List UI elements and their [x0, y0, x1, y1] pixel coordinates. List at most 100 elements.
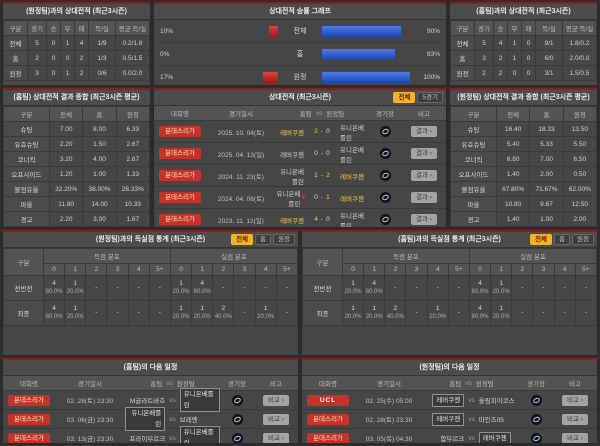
result-button[interactable]: 결과 — [411, 192, 437, 203]
summary-away-table: 구분 전체 홈 원정 슈팅 16.40 18.33 13.50 — [450, 106, 597, 227]
col-stadium: 경기장 — [527, 381, 545, 388]
panel-summary-home: (홈팀) 상대전적 결과 종합 (최근3시즌 평균) 구분 전체 홈 원정 슈팅… — [2, 88, 151, 228]
table-row: 슈팅 7.00 8.00 6.33 — [3, 121, 150, 137]
league-badge: UCL — [307, 394, 349, 406]
stat-cell: 1.00 — [82, 166, 117, 182]
stadium-icon[interactable] — [379, 148, 391, 159]
away-winrate-value: 83% — [426, 50, 440, 58]
filter-away-button[interactable]: 원정 — [273, 234, 295, 245]
stat-cell: 0.00 — [562, 226, 597, 227]
filter-all-button[interactable]: 전체 — [530, 234, 553, 245]
stat-cell: 0 — [521, 50, 536, 66]
stat-cell: 0.0/2.0 — [115, 65, 150, 81]
result-button[interactable]: 결과 — [411, 148, 437, 159]
stat-cell: 0.50 — [562, 166, 597, 182]
league-cell: UCL — [302, 394, 354, 406]
filter-away-button[interactable]: 원정 — [572, 234, 594, 245]
stadium-icon[interactable] — [530, 432, 542, 443]
match-date: 2023. 11. 12(일) — [218, 217, 264, 225]
stat-cell: 2 — [27, 50, 47, 66]
stadium-icon[interactable] — [231, 394, 243, 406]
compare-button[interactable]: 비교 — [263, 413, 289, 425]
compare-button[interactable]: 비교 — [562, 394, 588, 406]
dist-cell: - — [511, 300, 534, 326]
col-date: 경기일시 — [377, 381, 401, 388]
dist-cell: 1 20.0% — [64, 300, 87, 326]
filter-home-button[interactable]: 홈 — [255, 234, 272, 245]
stat-cell: 67.80% — [495, 181, 531, 197]
away-team-name: 유니온베를린 — [340, 124, 364, 142]
col-matchup: 홈팀 vs 원정팀 — [276, 108, 368, 119]
match-date: 03. 13(금) 23:30 — [66, 436, 114, 443]
row-label: 코너킥 — [3, 151, 50, 167]
dist-cell: - — [106, 275, 129, 301]
stadium-icon[interactable] — [530, 413, 542, 425]
compare-button[interactable]: 비교 — [562, 432, 588, 443]
league-badge: 분데스리가 — [307, 413, 349, 425]
bin-header: 5+ — [148, 263, 171, 276]
vs-label: vs — [169, 434, 176, 442]
compare-button[interactable]: 비교 — [562, 413, 588, 425]
bin-header: 0 — [42, 263, 66, 276]
match-date: 02. 28(토) 23:30 — [66, 398, 114, 405]
bin-header: 2 — [85, 263, 108, 276]
col-header: 승 — [46, 20, 61, 36]
match-row: 분데스리가 2025. 04. 13(일) 레버쿠젠 0 - 0 유니온베를린 — [154, 143, 446, 165]
home-score: 1 — [314, 172, 318, 179]
stadium-icon[interactable] — [379, 214, 391, 225]
row-label: 전반전 — [3, 275, 44, 301]
compare-button[interactable]: 비교 — [263, 432, 289, 443]
vs-label: vs — [315, 109, 323, 117]
stat-cell: 1.00 — [82, 226, 117, 227]
stadium-icon[interactable] — [231, 413, 243, 425]
stat-cell: 1.67 — [115, 211, 150, 227]
stat-cell: 0.5/1.5 — [115, 50, 150, 66]
dist-cell: - — [574, 300, 597, 326]
dist-cell: - — [384, 275, 407, 301]
col-note: 비고 — [270, 381, 282, 388]
panel-title-goals-home: (원정팀)과의 득실점 통계 (최근3시즌) 전체 홈 원정 — [3, 232, 298, 248]
home-score: 0 — [314, 150, 318, 157]
home-team-name: 레버쿠젠 — [280, 129, 304, 137]
col-header: 패 — [74, 20, 89, 36]
table-row: 퇴장 0.40 1.00 0.00 — [3, 226, 150, 227]
row-label: 오프사이드 — [3, 166, 50, 182]
bin-header: 4 — [553, 263, 576, 276]
dist-cell: 1 20.0% — [64, 275, 87, 301]
result-button[interactable]: 결과 — [411, 170, 437, 181]
row-label: 코너킥 — [450, 151, 497, 167]
table-row: 원정 3 0 1 2 0/6 0.0/2.0 — [3, 65, 150, 81]
match-date: 2024. 11. 23(토) — [218, 173, 264, 181]
h2h-list-title: 상대전적 (최근3시즌) — [268, 94, 332, 101]
stat-cell: 9.67 — [529, 196, 564, 212]
home-team-name: 유니온베를린 — [125, 407, 166, 431]
graph-row-label: 원정 — [293, 74, 307, 81]
stadium-icon[interactable] — [379, 192, 391, 203]
stat-cell: 0.00 — [115, 226, 150, 227]
compare-button[interactable]: 비교 — [263, 394, 289, 406]
stadium-icon[interactable] — [530, 394, 542, 406]
stat-cell: 1.5/0.5 — [562, 65, 597, 81]
stadium-icon[interactable] — [231, 432, 243, 443]
home-winrate-value: 0% — [160, 50, 170, 58]
result-button[interactable]: 결과 — [411, 126, 437, 137]
table-row: 홈 2 0 0 2 1/3 0.5/1.5 — [3, 50, 150, 66]
filter-all-button[interactable]: 전체 — [231, 234, 254, 245]
vs-label: vs — [465, 379, 472, 387]
table-row: 경고 2.20 3.00 1.67 — [3, 211, 150, 227]
stat-cell: 3 — [474, 50, 494, 66]
row-label: 파울 — [450, 196, 497, 212]
stat-cell: 10.33 — [115, 196, 150, 212]
filter-games-button[interactable]: 5경기 — [417, 92, 443, 103]
filter-all-button[interactable]: 전체 — [393, 92, 416, 103]
goals-home-table: 구분 득점 분포 실점 분포 0 1 2 3 4 5+ 0 1 2 3 4 5+ 전반전 4 80.0 — [3, 248, 298, 326]
stat-cell: 1.40 — [495, 211, 531, 227]
stadium-icon[interactable] — [379, 126, 391, 137]
panel-title-h2h-list: 상대전적 (최근3시즌) 전체 5경기 — [154, 90, 446, 106]
result-button[interactable]: 결과 — [411, 214, 437, 225]
stat-cell: 2.20 — [48, 211, 84, 227]
filter-home-button[interactable]: 홈 — [554, 234, 571, 245]
panel-title-schedule-home: (홈팀)의 다음 일정 — [3, 360, 298, 376]
stadium-icon[interactable] — [379, 170, 391, 181]
